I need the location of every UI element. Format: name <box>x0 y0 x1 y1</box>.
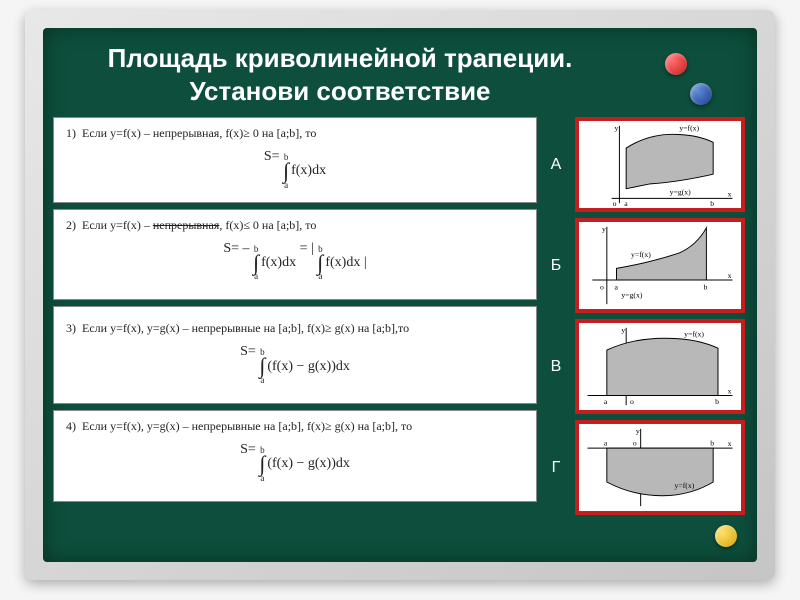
int-bot: a <box>260 474 264 483</box>
curve-label: y=g(x) <box>621 290 643 299</box>
formula-condition: 3) Если y=f(x), y=g(x) – непрерывные на … <box>66 321 524 336</box>
integrand: (f(x) − g(x))dx <box>267 359 350 375</box>
integrand: (f(x) − g(x))dx <box>267 456 350 472</box>
eq-prefix: S= <box>264 149 280 164</box>
svg-text:y: y <box>615 124 619 133</box>
formula-card-2: 2) Если y=f(x) – непрерывная, f(x)≤ 0 на… <box>53 209 537 301</box>
svg-text:x: x <box>728 387 732 396</box>
integral-sign: ∫ <box>283 162 289 181</box>
eq-prefix: S= <box>240 442 256 457</box>
svg-text:b: b <box>710 199 714 208</box>
integral-alt: b ∫ a f(x)dx | <box>317 245 366 282</box>
curve-label: y=f(x) <box>684 330 704 339</box>
svg-text:x: x <box>728 189 732 198</box>
svg-text:o: o <box>600 283 604 292</box>
curve-label: y=f(x) <box>679 124 699 133</box>
graph-label: Г <box>547 459 565 477</box>
board-surface: Площадь криволинейной трапеции. Установи… <box>43 28 757 562</box>
magnet-red <box>665 53 687 75</box>
svg-text:y: y <box>602 225 606 234</box>
svg-text:b: b <box>704 283 708 292</box>
graphs-column: А y=f(x) y=g(x) a b o y x <box>547 117 747 515</box>
formula-condition: 2) Если y=f(x) – непрерывная, f(x)≤ 0 на… <box>66 218 524 233</box>
svg-text:b: b <box>710 438 714 447</box>
graph-row-v: В y=f(x) a b o y x <box>547 319 747 414</box>
whiteboard-frame: Площадь криволинейной трапеции. Установи… <box>25 10 775 580</box>
svg-text:o: o <box>633 438 637 447</box>
integrand-alt: f(x)dx | <box>325 255 366 271</box>
title-line-1: Площадь криволинейной трапеции. <box>108 43 573 73</box>
formula-condition: 1) Если y=f(x) – непрерывная, f(x)≥ 0 на… <box>66 126 524 141</box>
formula-num: 3) <box>66 321 76 335</box>
integral: b ∫ a f(x)dx <box>283 153 326 190</box>
int-bot: a <box>318 272 322 281</box>
graph-row-g: Г y=f(x) a b o y x <box>547 420 747 515</box>
graph-card-v: y=f(x) a b o y x <box>575 319 745 414</box>
integral: b ∫ a (f(x) − g(x))dx <box>259 348 350 385</box>
graph-card-b: y=f(x) y=g(x) a b o y x <box>575 218 745 313</box>
svg-text:o: o <box>613 199 617 208</box>
integral: b ∫ a f(x)dx <box>253 245 296 282</box>
svg-text:a: a <box>604 438 608 447</box>
integral: b ∫ a (f(x) − g(x))dx <box>259 446 350 483</box>
svg-text:x: x <box>728 271 732 280</box>
formulas-column: 1) Если y=f(x) – непрерывная, f(x)≥ 0 на… <box>53 117 537 515</box>
formula-equation: S= b ∫ a (f(x) − g(x))dx <box>66 344 524 385</box>
formula-card-3: 3) Если y=f(x), y=g(x) – непрерывные на … <box>53 306 537 404</box>
content-row: 1) Если y=f(x) – непрерывная, f(x)≥ 0 на… <box>43 117 757 515</box>
eq-alt-prefix: = | <box>300 241 314 256</box>
graph-label: Б <box>547 257 565 275</box>
int-bot: a <box>254 272 258 281</box>
title-line-2: Установи соответствие <box>189 76 490 106</box>
svg-text:y: y <box>621 326 625 335</box>
graph-card-g: y=f(x) a b o y x <box>575 420 745 515</box>
graph-label: А <box>547 156 565 174</box>
svg-text:a: a <box>615 283 619 292</box>
formula-num: 1) <box>66 126 76 140</box>
formula-cond-text: Если y=f(x), y=g(x) – непрерывные на [a;… <box>82 321 409 335</box>
magnet-blue <box>690 83 712 105</box>
formula-cond-text: Если y=f(x) – непрерывная, f(x)≤ 0 на [a… <box>82 218 316 232</box>
svg-text:b: b <box>715 397 719 406</box>
eq-prefix: S= – <box>223 241 249 256</box>
eq-prefix: S= <box>240 344 256 359</box>
magnet-yellow <box>715 525 737 547</box>
integrand: f(x)dx <box>291 163 326 179</box>
svg-text:x: x <box>728 439 732 448</box>
graph-card-a: y=f(x) y=g(x) a b o y x <box>575 117 745 212</box>
integral-sign: ∫ <box>259 455 265 474</box>
formula-num: 4) <box>66 419 76 433</box>
formula-cond-text: Если y=f(x) – непрерывная, f(x)≥ 0 на [a… <box>82 126 316 140</box>
page-title: Площадь криволинейной трапеции. Установи… <box>43 28 757 117</box>
integral-sign: ∫ <box>253 254 259 273</box>
int-bot: a <box>284 181 288 190</box>
formula-condition: 4) Если y=f(x), y=g(x) – непрерывные на … <box>66 419 524 434</box>
svg-text:o: o <box>630 397 634 406</box>
formula-card-4: 4) Если y=f(x), y=g(x) – непрерывные на … <box>53 410 537 502</box>
graph-row-b: Б y=f(x) y=g(x) a b o y x <box>547 218 747 313</box>
graph-label: В <box>547 358 565 376</box>
integrand: f(x)dx <box>261 255 296 271</box>
formula-cond-text: Если y=f(x), y=g(x) – непрерывные на [a;… <box>82 419 412 433</box>
formula-num: 2) <box>66 218 76 232</box>
svg-text:a: a <box>624 199 628 208</box>
curve-label: y=g(x) <box>670 187 692 196</box>
svg-text:y: y <box>636 427 640 436</box>
formula-equation: S= – b ∫ a f(x)dx = | b <box>66 241 524 282</box>
formula-equation: S= b ∫ a (f(x) − g(x))dx <box>66 442 524 483</box>
formula-equation: S= b ∫ a f(x)dx <box>66 149 524 190</box>
curve-label: y=f(x) <box>631 250 651 259</box>
formula-card-1: 1) Если y=f(x) – непрерывная, f(x)≥ 0 на… <box>53 117 537 203</box>
int-bot: a <box>260 376 264 385</box>
curve-label: y=f(x) <box>675 481 695 490</box>
integral-sign: ∫ <box>259 357 265 376</box>
integral-sign: ∫ <box>317 254 323 273</box>
svg-text:a: a <box>604 397 608 406</box>
graph-row-a: А y=f(x) y=g(x) a b o y x <box>547 117 747 212</box>
